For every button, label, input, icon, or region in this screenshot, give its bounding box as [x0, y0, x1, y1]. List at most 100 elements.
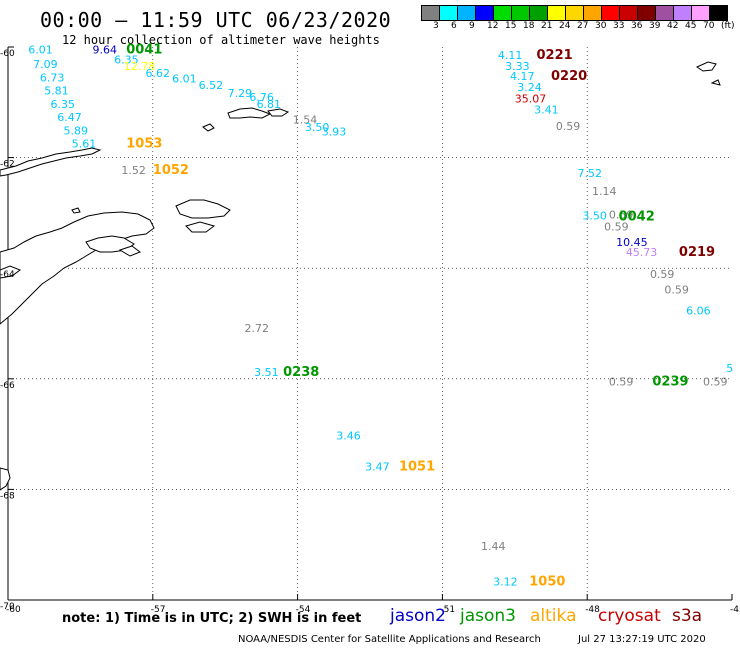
units-note: note: 1) Time is in UTC; 2) SWH is in fe…	[62, 611, 362, 626]
wave-height-value: 3.50	[582, 210, 607, 223]
wave-height-value: 6.62	[146, 67, 171, 80]
latitude-tick-label: -64	[0, 270, 15, 280]
south-shetland-islands	[0, 147, 102, 177]
color-scale-label: 30	[595, 21, 607, 31]
wave-height-value: 7.29	[228, 87, 253, 100]
latitude-tick-label: -68	[0, 491, 15, 501]
wave-height-value: 5.81	[44, 85, 68, 98]
wave-height-value: 4.17	[510, 70, 535, 83]
island-ne-2	[185, 221, 216, 233]
longitude-tick-label: -48	[585, 605, 600, 615]
color-scale-label: 39	[649, 21, 661, 31]
wave-height-value: 45.73	[626, 246, 658, 259]
color-scale-label: 12	[487, 21, 499, 31]
pass-time-label: 0220	[551, 69, 587, 84]
satellite-legend-s3a: s3a	[672, 606, 703, 626]
color-scale-label: (ft)	[721, 21, 735, 31]
color-scale-label: 36	[631, 21, 643, 31]
satellite-legend-jason2: jason2	[390, 606, 446, 626]
wave-height-value: 0.59	[650, 268, 675, 281]
pass-time-label: 1050	[529, 575, 565, 590]
credit-line: NOAA/NESDIS Center for Satellite Applica…	[238, 634, 541, 645]
color-scale-label: 18	[523, 21, 535, 31]
color-scale-label: 33	[613, 21, 625, 31]
longitude-tick-label: -57	[151, 605, 166, 615]
wave-height-value: 3.24	[517, 81, 542, 94]
latitude-tick-label: -60	[0, 49, 15, 59]
wave-height-value: 3.93	[322, 125, 347, 138]
longitude-tick-label: -60	[6, 605, 21, 615]
wave-height-value: 6.81	[257, 98, 282, 111]
wave-height-value: 12.78	[124, 60, 156, 73]
color-scale-label: 3	[433, 21, 439, 31]
wave-height-value: 3.50	[305, 121, 330, 134]
wave-height-value: 5	[726, 362, 733, 375]
wave-height-value: 1.44	[481, 540, 506, 553]
color-scale-label: 6	[451, 21, 457, 31]
color-scale-label: 70	[703, 21, 715, 31]
color-scale-bar	[421, 5, 728, 21]
color-scale-label: 42	[667, 21, 679, 31]
wave-height-value: 6.73	[40, 71, 65, 84]
pass-time-label: 1051	[399, 460, 435, 475]
wave-height-value: 0.59	[604, 221, 629, 234]
map-subtitle: 12 hour collection of altimeter wave hei…	[62, 33, 380, 47]
color-scale-label: 24	[559, 21, 571, 31]
color-swatch	[709, 5, 728, 21]
wave-height-value: 6.35	[114, 54, 139, 67]
pass-time-label: 0041	[126, 43, 162, 58]
longitude-tick-label: -54	[296, 605, 311, 615]
wave-height-value: 0.59	[556, 120, 581, 133]
pass-time-label: 0219	[679, 245, 715, 260]
wave-height-value: 6.76	[249, 91, 273, 104]
pass-time-label: 1053	[126, 137, 162, 152]
wave-height-value: 6.35	[50, 98, 75, 111]
wave-height-value: 0.59	[609, 208, 634, 221]
wave-height-value: 6.01	[172, 72, 197, 85]
pass-time-label: 0239	[652, 374, 688, 389]
latitude-tick-label: -66	[0, 381, 15, 391]
wave-height-labels: 6.017.096.735.816.356.475.895.619.64 0041…	[28, 43, 733, 590]
color-scale-labels: 3 6 9 12 15 18 21 24 27 30 33 36 39 42 45 70 (ft)	[421, 21, 740, 33]
island-east-1	[695, 61, 717, 72]
color-scale-label: 27	[577, 21, 589, 31]
wave-height-value: 2.72	[245, 322, 269, 335]
wave-height-value: 7.52	[578, 167, 603, 180]
credit-date: Jul 27 13:27:19 UTC 2020	[578, 634, 706, 645]
wave-height-value: 5.89	[64, 124, 89, 137]
island-peninsula-1	[0, 265, 22, 279]
wave-height-value: 0.59	[703, 375, 728, 388]
island-south-orkney-east	[267, 108, 290, 117]
latitude-tick-label: -62	[0, 160, 15, 170]
wave-height-value: 0.59	[609, 375, 634, 388]
wave-height-value: 1.52	[121, 164, 146, 177]
wave-height-value: 6.06	[686, 305, 711, 318]
wave-height-value: 6.47	[57, 111, 81, 124]
lat-lon-grid	[7, 46, 733, 601]
satellite-legend-cryosat: cryosat	[598, 606, 661, 626]
color-scale-label: 15	[505, 21, 517, 31]
wave-height-value: 3.33	[505, 60, 530, 73]
island-dundee	[118, 245, 142, 257]
latitude-tick-label: -70	[0, 602, 15, 612]
wave-height-value: 3.47	[365, 461, 390, 474]
satellite-legend-jason3: jason3	[460, 606, 516, 626]
axis-tick-labels: -60-62-64-66-68-70-60-57-54-51-48-45	[0, 49, 740, 615]
satellite-legend-altika: altika	[530, 606, 577, 626]
island-south-orkney-west	[227, 107, 272, 119]
pass-time-label: 0221	[537, 48, 573, 63]
color-scale-label: 21	[541, 21, 553, 31]
wave-height-value: 6.01	[28, 44, 53, 57]
wave-height-value: 6.52	[199, 79, 224, 92]
wave-height-value: 0.59	[664, 284, 689, 297]
coastline	[0, 61, 721, 491]
map-title: 00:00 – 11:59 UTC 06/23/2020	[40, 8, 392, 32]
wave-height-value: 1.54	[293, 113, 318, 126]
wave-height-value: 9.64	[92, 44, 117, 57]
wave-height-value: 3.51	[254, 366, 279, 379]
wave-height-value: 4.11	[498, 49, 523, 62]
wave-height-value: 10.45	[616, 236, 648, 249]
wave-height-value: 3.12	[493, 576, 517, 589]
wave-height-value: 35.07	[515, 92, 547, 105]
island-ne-1	[175, 199, 231, 219]
